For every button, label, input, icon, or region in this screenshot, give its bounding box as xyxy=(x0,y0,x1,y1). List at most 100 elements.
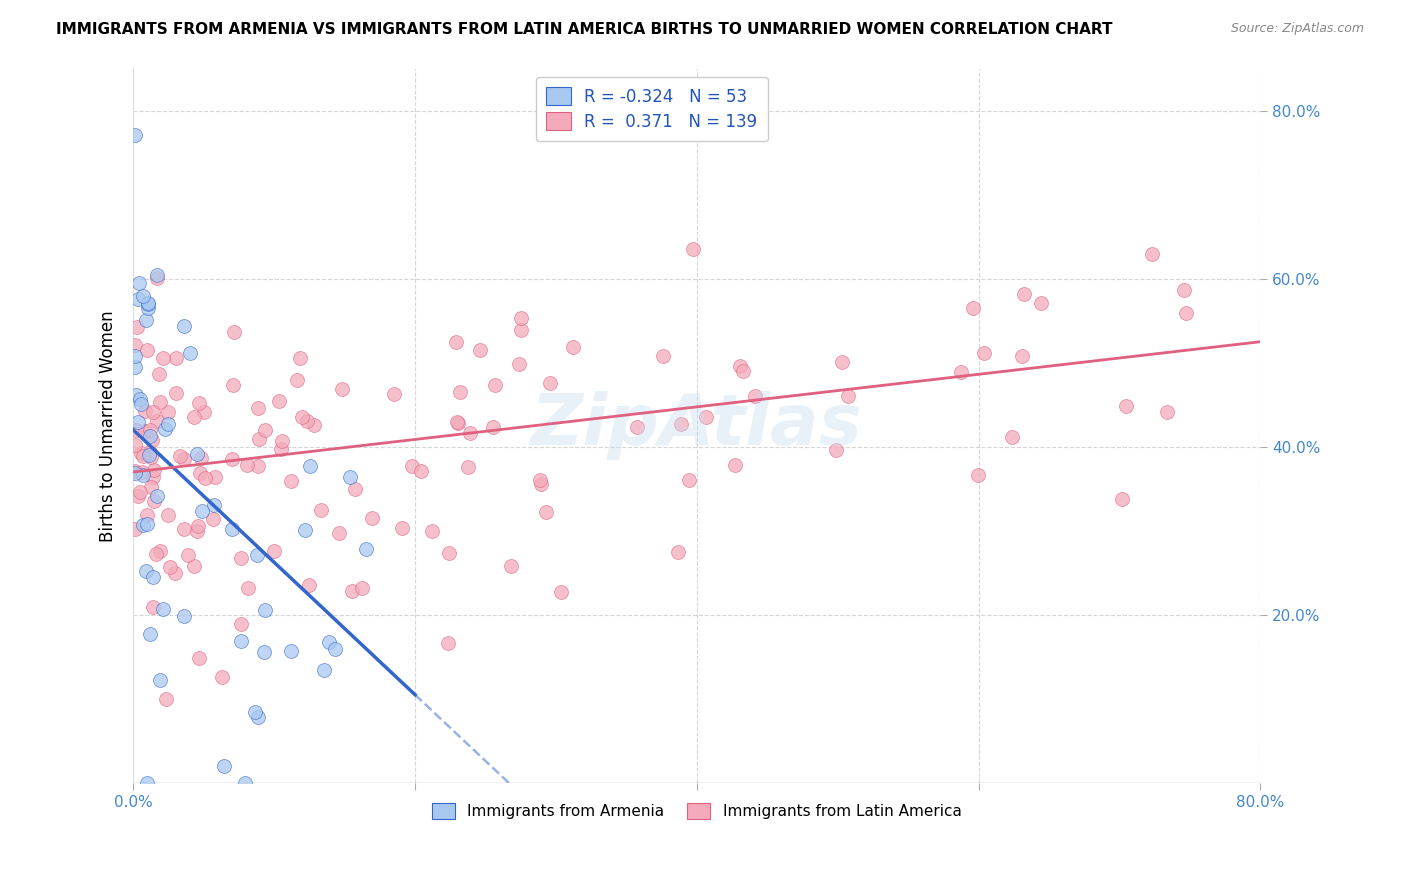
Point xyxy=(125,388,148,402)
Point xyxy=(163,566,186,580)
Point xyxy=(391,521,413,535)
Point xyxy=(280,643,302,657)
Point xyxy=(201,512,224,526)
Point xyxy=(837,389,859,403)
Point xyxy=(132,449,155,463)
Point xyxy=(146,271,169,285)
Point xyxy=(142,463,165,477)
Point xyxy=(252,645,274,659)
Point xyxy=(285,373,308,387)
Point xyxy=(1029,296,1052,310)
Point xyxy=(222,325,245,339)
Point xyxy=(253,603,276,617)
Point xyxy=(229,633,252,648)
Point xyxy=(1174,306,1197,320)
Point xyxy=(666,545,689,559)
Point xyxy=(135,312,157,326)
Point xyxy=(562,340,585,354)
Legend: Immigrants from Armenia, Immigrants from Latin America: Immigrants from Armenia, Immigrants from… xyxy=(426,797,967,825)
Point xyxy=(139,627,162,641)
Point xyxy=(270,442,292,456)
Point xyxy=(509,323,531,337)
Point xyxy=(173,451,195,466)
Point xyxy=(550,584,572,599)
Point xyxy=(343,482,366,496)
Point xyxy=(350,581,373,595)
Point xyxy=(731,364,754,378)
Point xyxy=(211,670,233,684)
Point xyxy=(136,776,159,790)
Point xyxy=(236,581,259,595)
Point xyxy=(141,433,163,447)
Point xyxy=(165,385,187,400)
Point xyxy=(177,548,200,562)
Point xyxy=(1156,405,1178,419)
Point xyxy=(193,404,215,418)
Point xyxy=(744,389,766,403)
Point xyxy=(222,378,245,392)
Point xyxy=(204,470,226,484)
Point xyxy=(127,489,149,503)
Point xyxy=(142,470,165,484)
Point xyxy=(481,419,503,434)
Point xyxy=(384,387,406,401)
Point xyxy=(187,396,209,410)
Point xyxy=(318,635,340,649)
Point xyxy=(1111,491,1133,506)
Point xyxy=(124,360,146,375)
Point xyxy=(128,276,150,290)
Point xyxy=(169,449,191,463)
Point xyxy=(267,393,290,408)
Point xyxy=(136,301,159,315)
Point xyxy=(342,584,364,599)
Point xyxy=(142,405,165,419)
Point xyxy=(142,494,165,508)
Point xyxy=(499,559,522,574)
Point xyxy=(124,467,146,481)
Point xyxy=(212,758,235,772)
Point xyxy=(149,673,172,687)
Point xyxy=(1142,246,1164,260)
Point xyxy=(669,417,692,432)
Point xyxy=(128,485,150,500)
Point xyxy=(134,403,156,417)
Point xyxy=(146,489,169,503)
Point xyxy=(152,351,174,366)
Point xyxy=(297,414,319,428)
Text: ZipAtlas: ZipAtlas xyxy=(531,392,863,460)
Point xyxy=(439,546,461,560)
Point xyxy=(131,465,153,479)
Point xyxy=(139,445,162,459)
Point xyxy=(145,268,167,282)
Point xyxy=(254,423,277,437)
Point xyxy=(159,559,181,574)
Point xyxy=(155,422,177,436)
Point xyxy=(246,548,269,562)
Point xyxy=(401,458,423,473)
Point xyxy=(444,335,467,350)
Point xyxy=(458,425,481,440)
Point xyxy=(186,447,208,461)
Point xyxy=(243,705,266,719)
Point xyxy=(950,365,973,379)
Point xyxy=(139,480,162,494)
Point xyxy=(530,477,553,491)
Point xyxy=(129,392,152,406)
Point xyxy=(156,417,179,431)
Point xyxy=(447,416,470,430)
Point xyxy=(179,345,201,359)
Point xyxy=(231,617,253,632)
Point xyxy=(328,525,350,540)
Point xyxy=(131,446,153,460)
Point xyxy=(124,128,146,143)
Point xyxy=(173,522,195,536)
Point xyxy=(132,468,155,483)
Point xyxy=(309,503,332,517)
Point xyxy=(246,401,269,415)
Point xyxy=(124,337,146,351)
Point xyxy=(339,470,361,484)
Point xyxy=(136,297,159,311)
Point xyxy=(229,551,252,566)
Point xyxy=(135,508,157,523)
Point xyxy=(183,409,205,424)
